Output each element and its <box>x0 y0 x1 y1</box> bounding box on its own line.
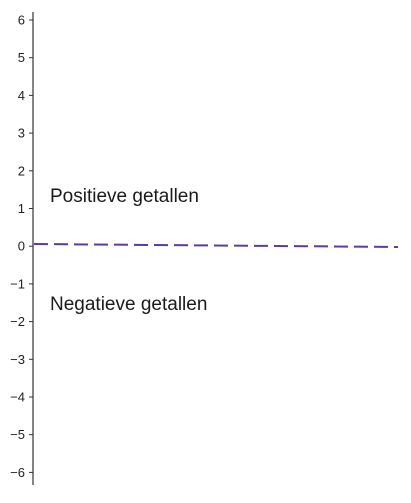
negative-numbers-label: Negatieve getallen <box>50 294 207 315</box>
zero-dashed-line <box>33 243 399 248</box>
axis-tick-label: 0 <box>18 239 25 254</box>
axis-ticks <box>29 19 33 473</box>
axis-tick-label: 5 <box>18 50 25 65</box>
axis-tick-label: 3 <box>18 126 25 141</box>
axis-tick-label: −4 <box>10 390 25 405</box>
axis-tick-label: 2 <box>18 163 25 178</box>
axis-tick-labels: 6 5 4 3 2 1 0 −1 −2 −3 −4 −5 −6 <box>10 13 25 480</box>
axis-tick-label: 4 <box>18 88 25 103</box>
axis-tick-label: −6 <box>10 465 25 480</box>
axis-tick-label: −5 <box>10 427 25 442</box>
axis-tick-label: 1 <box>18 201 25 216</box>
axis-tick-label: −1 <box>10 276 25 291</box>
axis-tick-label: −3 <box>10 352 25 367</box>
axis-tick-label: −2 <box>10 314 25 329</box>
positive-numbers-label: Positieve getallen <box>50 186 199 207</box>
axis-tick-label: 6 <box>18 13 25 28</box>
